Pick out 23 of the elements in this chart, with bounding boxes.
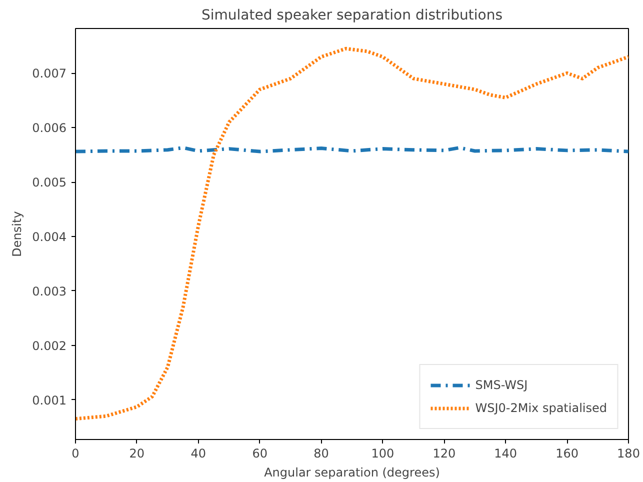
x-tick-label: 60 [252, 446, 268, 460]
chart-title: Simulated speaker separation distributions [201, 8, 503, 24]
y-tick-label: 0.007 [32, 66, 67, 81]
y-tick-label: 0.005 [32, 176, 67, 190]
legend-label: WSJ0-2Mix spatialised [475, 401, 607, 415]
x-tick-label: 160 [556, 446, 579, 460]
x-tick-label: 180 [617, 446, 640, 460]
line-series [76, 46, 628, 421]
x-tick-label: 120 [432, 446, 456, 460]
y-axis-title: Density [10, 211, 24, 257]
x-tick-label: 80 [314, 446, 329, 460]
x-tick-label: 140 [494, 446, 518, 460]
x-tick-label: 100 [371, 446, 394, 460]
x-tick-label: 20 [129, 446, 145, 460]
y-tick-label: 0.006 [32, 121, 67, 136]
y-tick-label: 0.002 [32, 338, 67, 353]
x-tick-label: 0 [72, 446, 80, 460]
y-tick-label: 0.001 [32, 393, 67, 408]
y-tick-label: 0.004 [32, 230, 67, 244]
y-tick-label: 0.003 [32, 284, 67, 298]
x-axis-title: Angular separation (degrees) [264, 466, 440, 480]
x-tick-label: 40 [190, 446, 206, 460]
legend-label: SMS-WSJ [475, 378, 528, 392]
